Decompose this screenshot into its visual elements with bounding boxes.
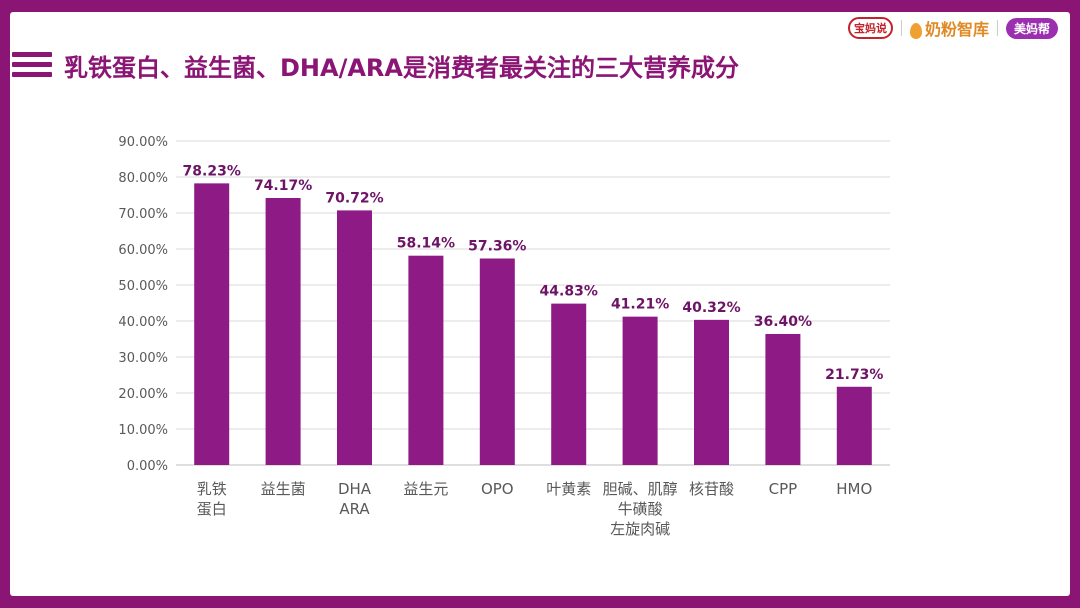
milk-drop-icon (909, 22, 922, 39)
y-tick-label: 90.00% (118, 135, 168, 150)
bar (694, 319, 729, 465)
bar (836, 386, 872, 465)
y-tick-label: 50.00% (118, 279, 168, 294)
y-tick-label: 70.00% (118, 207, 168, 222)
x-tick-label: ARA (339, 500, 370, 518)
logo-naifenzhiku: 奶粉智库 (909, 16, 989, 40)
data-label: 21.73% (825, 367, 883, 383)
bar (265, 197, 301, 465)
x-tick-label: 核苷酸 (689, 480, 734, 498)
bar (194, 183, 230, 465)
logo-separator (900, 20, 902, 36)
y-tick-label: 40.00% (118, 315, 168, 330)
logo-meimabang: 美妈帮 (1005, 17, 1058, 39)
y-tick-label: 0.00% (127, 459, 168, 474)
page-title: 乳铁蛋白、益生菌、DHA/ARA是消费者最关注的三大营养成分 (64, 54, 739, 82)
data-label: 40.32% (682, 300, 740, 316)
x-tick-label: CPP (769, 480, 798, 498)
x-tick-label: DHA (338, 480, 372, 498)
slide-frame (10, 12, 1070, 596)
x-tick-label: OPO (481, 480, 514, 498)
data-label: 74.17% (254, 178, 312, 194)
data-label: 57.36% (468, 239, 526, 255)
title-accent-bars (12, 52, 52, 78)
x-tick-label: 益生菌 (261, 480, 306, 498)
x-tick-label: 益生元 (403, 480, 448, 498)
bar (622, 316, 658, 465)
y-tick-label: 30.00% (118, 351, 168, 366)
bar (337, 210, 372, 465)
logo-baomashuo: 宝妈说 (847, 17, 893, 39)
x-tick-label: 牛磺酸 (618, 500, 663, 518)
x-tick-label: 叶黄素 (546, 480, 591, 498)
x-tick-label: 蛋白 (197, 500, 227, 518)
y-tick-label: 80.00% (118, 171, 168, 186)
data-label: 70.72% (325, 190, 383, 206)
y-tick-label: 60.00% (118, 243, 168, 258)
x-tick-label: 左旋肉碱 (610, 520, 670, 538)
data-label: 78.23% (183, 163, 241, 179)
y-tick-label: 20.00% (118, 387, 168, 402)
y-tick-label: 10.00% (118, 423, 168, 438)
x-tick-label: 乳铁 (197, 480, 227, 498)
x-tick-label: 胆碱、肌醇 (603, 480, 678, 498)
bar (551, 303, 587, 465)
bar (765, 333, 801, 465)
bar (479, 258, 515, 465)
data-label: 41.21% (611, 297, 669, 313)
bar (408, 255, 444, 465)
x-tick-label: HMO (836, 480, 872, 498)
data-label: 44.83% (540, 284, 598, 300)
logo-separator (996, 20, 998, 36)
data-label: 58.14% (397, 236, 455, 252)
data-label: 36.40% (754, 314, 812, 330)
logo-group: 宝妈说 奶粉智库 美妈帮 (847, 16, 1058, 40)
